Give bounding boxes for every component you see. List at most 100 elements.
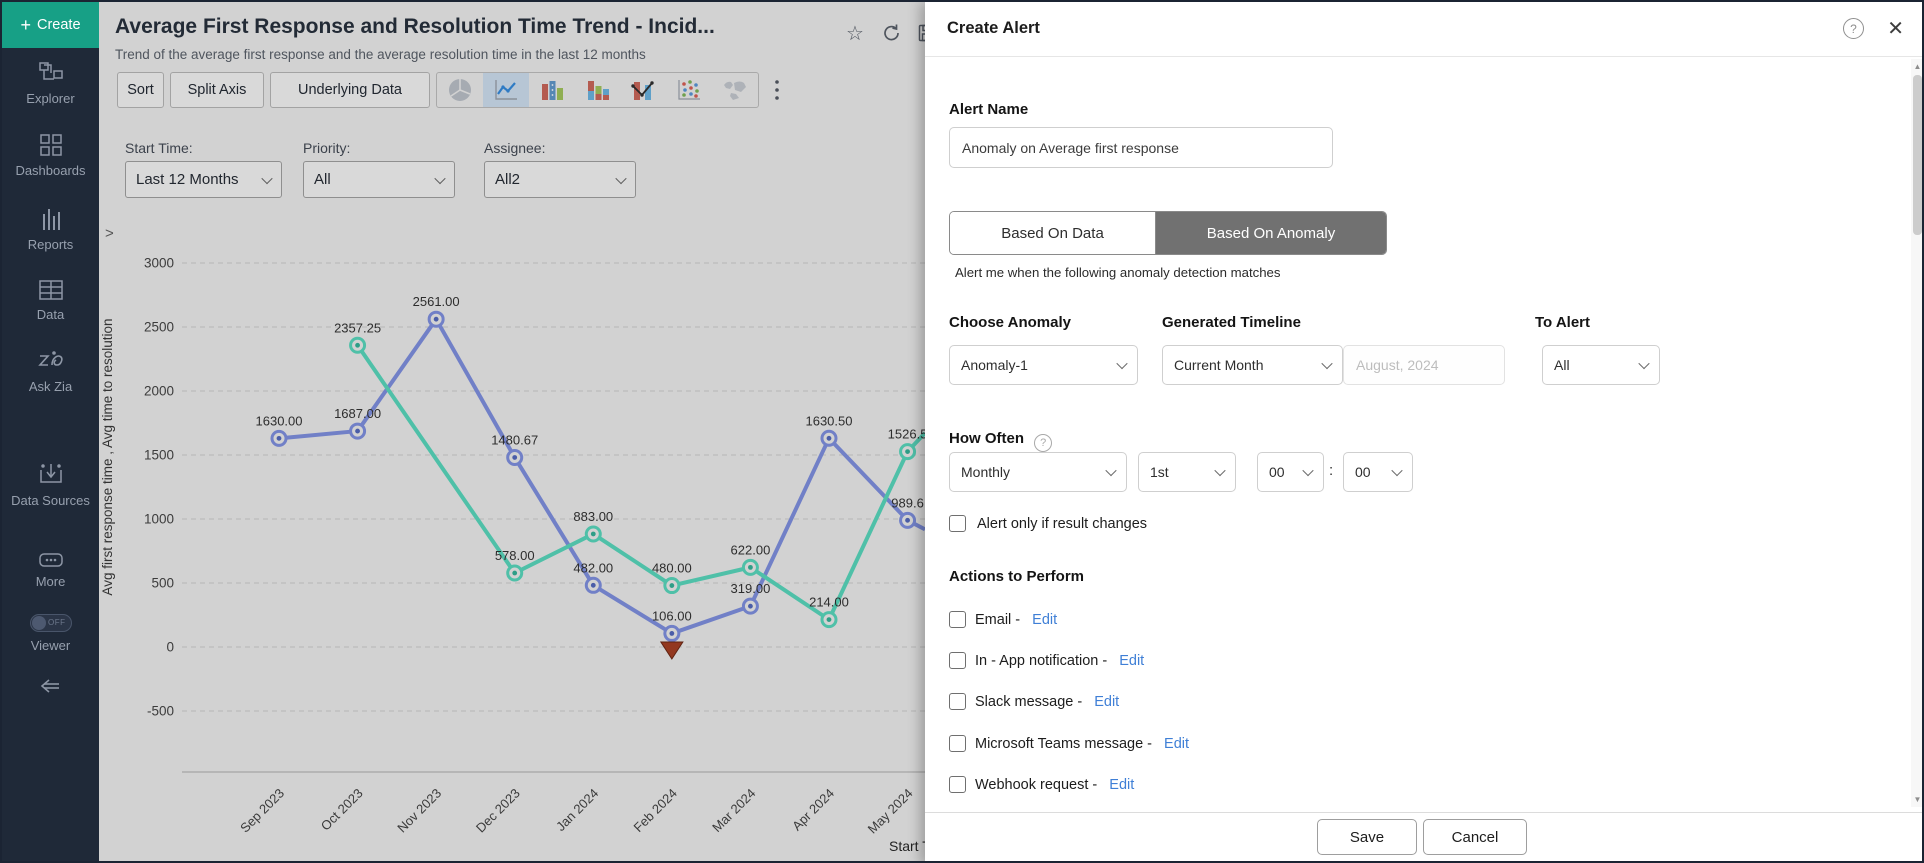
action-label: Email - — [975, 612, 1021, 628]
help-icon[interactable]: ? — [1034, 434, 1053, 452]
to-alert-label: To Alert — [1535, 314, 1590, 331]
sidebar-item-explorer[interactable]: Explorer — [2, 60, 99, 107]
chevron-down-icon — [1302, 464, 1314, 477]
svg-text:2000: 2000 — [144, 384, 174, 399]
choose-anomaly-select[interactable]: Anomaly-1 — [949, 345, 1138, 385]
sidebar-collapse[interactable] — [2, 676, 99, 701]
stacked-bar-chart-icon[interactable] — [575, 73, 621, 107]
to-alert-select[interactable]: All — [1542, 345, 1660, 385]
ask-zia-icon — [37, 351, 63, 366]
map-chart-icon[interactable] — [712, 73, 758, 107]
tab-based-on-data[interactable]: Based On Data — [950, 212, 1156, 254]
sidebar-item-label: More — [35, 574, 66, 589]
action-label: Slack message - — [975, 694, 1083, 710]
report-title: Average First Response and Resolution Ti… — [115, 15, 715, 38]
svg-text:989.6: 989.6 — [891, 495, 924, 510]
create-button[interactable]: + Create — [2, 2, 99, 48]
underlying-data-button[interactable]: Underlying Data — [270, 72, 430, 108]
slack-checkbox[interactable] — [949, 693, 966, 710]
generated-timeline-select[interactable]: Current Month — [1162, 345, 1343, 385]
viewer-toggle-item: OFF Viewer — [2, 614, 99, 654]
cancel-button[interactable]: Cancel — [1423, 819, 1527, 855]
alert-name-input[interactable] — [949, 127, 1333, 168]
sidebar-item-dashboards[interactable]: Dashboards — [2, 132, 99, 179]
sidebar-item-label: Explorer — [26, 91, 75, 106]
sort-button[interactable]: Sort — [117, 72, 164, 108]
sidebar-item-label: Data Sources — [11, 493, 90, 508]
slack-edit-link[interactable]: Edit — [1094, 694, 1120, 710]
scrollbar-thumb[interactable] — [1913, 75, 1922, 235]
save-icon[interactable] — [915, 23, 925, 47]
create-alert-panel: Create Alert ? ✕ Alert Name Based On Dat… — [925, 2, 1922, 861]
alert-only-checkbox[interactable] — [949, 515, 966, 532]
in-app-checkbox[interactable] — [949, 652, 966, 669]
close-icon[interactable]: ✕ — [1887, 18, 1904, 40]
filter-priority[interactable]: All — [303, 161, 455, 198]
help-icon[interactable]: ? — [1843, 18, 1864, 39]
combo-chart-icon[interactable] — [620, 73, 666, 107]
more-options-icon[interactable] — [765, 72, 789, 108]
svg-text:Start T: Start T — [889, 838, 925, 854]
frequency-select[interactable]: Monthly — [949, 452, 1127, 492]
svg-text:May 2024: May 2024 — [865, 786, 916, 837]
data-table-icon — [38, 280, 63, 300]
scroll-up-icon[interactable]: ▲ — [1913, 62, 1922, 71]
svg-text:Dec 2023: Dec 2023 — [473, 786, 523, 836]
sidebar-item-ask-zia[interactable]: Ask Zia — [2, 348, 99, 395]
explorer-icon — [38, 62, 63, 80]
filter-start-time[interactable]: Last 12 Months — [125, 161, 282, 198]
panel-title: Create Alert — [947, 19, 1040, 37]
favorite-star-icon[interactable]: ☆ — [846, 23, 864, 45]
teams-checkbox[interactable] — [949, 735, 966, 752]
svg-text:Oct 2023: Oct 2023 — [318, 786, 366, 834]
svg-text:Avg first response time , Avg: Avg first response time , Avg time to re… — [100, 318, 115, 595]
minute-select[interactable]: 00 — [1343, 452, 1413, 492]
webhook-checkbox[interactable] — [949, 776, 966, 793]
toggle-state-label: OFF — [48, 618, 66, 627]
panel-scrollbar[interactable]: ▲ ▼ — [1911, 59, 1922, 807]
toggle-knob — [31, 616, 46, 630]
svg-text:>: > — [105, 225, 114, 242]
save-button[interactable]: Save — [1317, 819, 1417, 855]
sidebar-item-more[interactable]: More — [2, 551, 99, 590]
bar-chart-icon[interactable] — [529, 73, 575, 107]
viewer-toggle[interactable]: OFF — [29, 614, 72, 632]
svg-text:214.00: 214.00 — [809, 595, 849, 610]
trend-line-chart[interactable]: 3000 2500 2000 1500 1000 500 0 -500 Sep 2023 Oct … — [99, 2, 925, 861]
alert-only-label: Alert only if result changes — [977, 516, 1148, 532]
webhook-edit-link[interactable]: Edit — [1109, 777, 1135, 793]
svg-text:Feb 2024: Feb 2024 — [631, 786, 680, 835]
svg-text:Nov 2023: Nov 2023 — [394, 786, 444, 836]
time-colon: : — [1329, 462, 1334, 479]
dashboards-icon — [39, 134, 62, 156]
scroll-down-icon[interactable]: ▼ — [1913, 795, 1922, 804]
generated-timeline-label: Generated Timeline — [1162, 314, 1301, 331]
in-app-edit-link[interactable]: Edit — [1119, 653, 1145, 669]
select-value: Monthly — [961, 464, 1011, 480]
split-axis-button[interactable]: Split Axis — [170, 72, 264, 108]
tab-based-on-anomaly[interactable]: Based On Anomaly — [1156, 212, 1386, 254]
pie-chart-icon[interactable] — [437, 73, 483, 107]
panel-footer: Save Cancel — [925, 812, 1922, 861]
filter-label-start-time: Start Time: — [125, 140, 193, 156]
teams-edit-link[interactable]: Edit — [1164, 736, 1190, 752]
scatter-chart-icon[interactable] — [666, 73, 712, 107]
svg-text:1500: 1500 — [144, 448, 174, 463]
svg-text:1687.00: 1687.00 — [334, 406, 381, 421]
svg-text:319.00: 319.00 — [731, 581, 771, 596]
email-edit-link[interactable]: Edit — [1032, 612, 1058, 628]
data-sources-icon — [39, 464, 62, 483]
day-select[interactable]: 1st — [1138, 452, 1236, 492]
report-view: 3000 2500 2000 1500 1000 500 0 -500 Sep 2023 Oct … — [99, 2, 925, 861]
sidebar-item-reports[interactable]: Reports — [2, 206, 99, 253]
line-chart-icon[interactable] — [482, 73, 529, 107]
refresh-icon[interactable] — [880, 23, 904, 47]
reports-icon — [42, 209, 60, 230]
filter-assignee[interactable]: All2 — [484, 161, 636, 198]
svg-text:106.00: 106.00 — [652, 608, 692, 623]
sidebar-item-data[interactable]: Data — [2, 278, 99, 323]
email-checkbox[interactable] — [949, 611, 966, 628]
chevron-down-icon — [1321, 357, 1333, 370]
hour-select[interactable]: 00 — [1257, 452, 1324, 492]
sidebar-item-data-sources[interactable]: Data Sources — [2, 460, 99, 509]
